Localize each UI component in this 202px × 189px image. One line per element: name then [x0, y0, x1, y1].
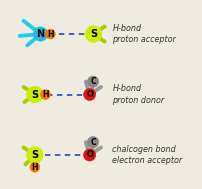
- Text: H: H: [47, 29, 54, 39]
- Text: H: H: [42, 90, 49, 99]
- Circle shape: [84, 149, 96, 161]
- Text: C: C: [90, 77, 96, 86]
- Circle shape: [26, 147, 43, 163]
- Circle shape: [30, 162, 40, 172]
- Text: proton acceptor: proton acceptor: [112, 35, 176, 44]
- Circle shape: [33, 27, 48, 41]
- Circle shape: [26, 86, 43, 103]
- Text: H-bond: H-bond: [112, 84, 141, 93]
- Circle shape: [84, 88, 96, 101]
- Circle shape: [85, 26, 102, 42]
- Text: C: C: [90, 138, 96, 147]
- Text: S: S: [31, 150, 38, 160]
- Circle shape: [41, 90, 50, 99]
- Circle shape: [87, 76, 99, 87]
- Text: chalcogen bond: chalcogen bond: [112, 145, 176, 154]
- Text: N: N: [36, 29, 45, 39]
- Text: H-bond: H-bond: [112, 24, 141, 33]
- Text: electron acceptor: electron acceptor: [112, 156, 182, 165]
- Circle shape: [87, 136, 99, 148]
- Text: H: H: [32, 163, 38, 172]
- Circle shape: [45, 29, 55, 39]
- Text: O: O: [86, 90, 93, 99]
- Text: S: S: [31, 90, 38, 99]
- Text: S: S: [90, 29, 97, 39]
- Text: O: O: [86, 150, 93, 160]
- Text: proton donor: proton donor: [112, 96, 164, 105]
